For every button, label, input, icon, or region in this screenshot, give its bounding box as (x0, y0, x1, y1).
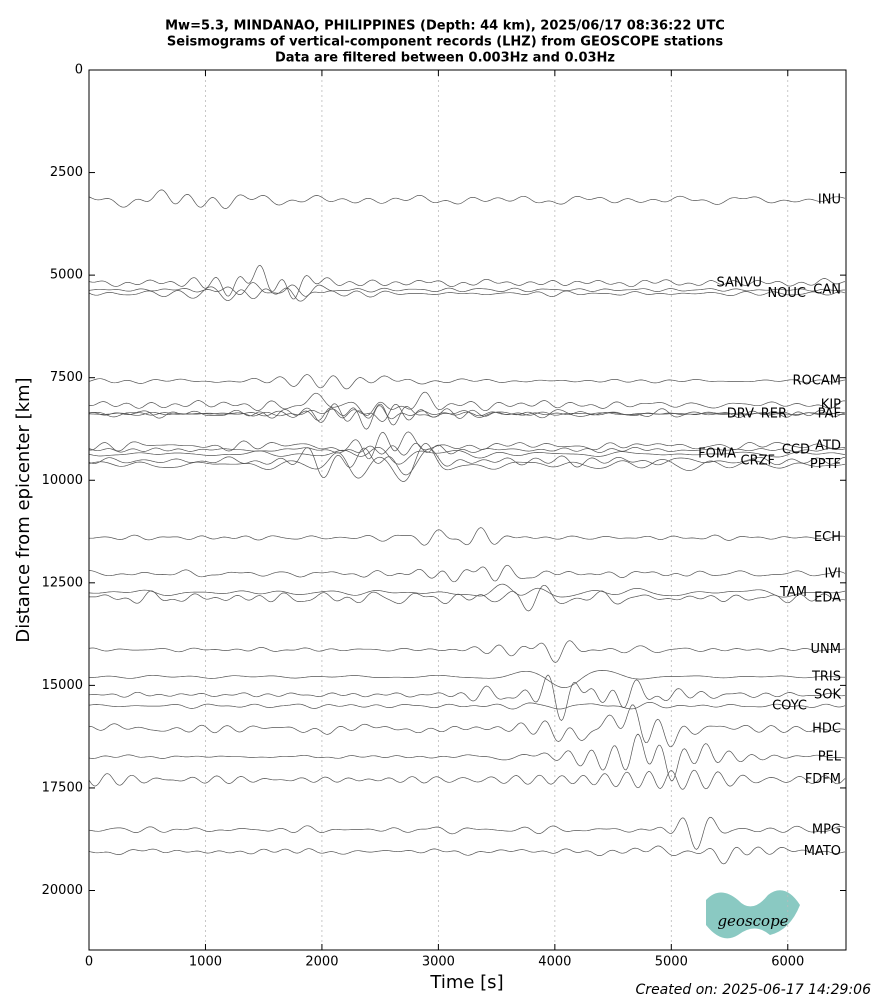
y-tick-label: 15000 (42, 678, 83, 693)
station-label: CCD (782, 442, 810, 457)
trace (88, 447, 846, 478)
trace (88, 845, 846, 865)
plot-area: 0 1000 2000 3000 4000 5000 6000 0 2500 5000 7500 10… (42, 63, 846, 970)
title-line: Data are filtered between 0.003Hz and 0.… (275, 51, 615, 66)
trace (88, 264, 846, 300)
station-label: MATO (804, 844, 841, 859)
trace (89, 704, 846, 748)
x-tick-label: 2000 (305, 955, 338, 970)
logo-text: geoscope (717, 912, 788, 930)
y-tick-label: 12500 (42, 575, 83, 590)
station-label: PPTF (810, 457, 841, 472)
station-label: PEL (818, 749, 842, 764)
station-label: NOUC (767, 286, 806, 301)
trace (88, 584, 846, 612)
station-label: HDC (812, 721, 841, 736)
logo: geoscope (706, 890, 800, 939)
trace (88, 391, 846, 416)
station-label: ECH (814, 530, 841, 545)
trace (88, 769, 846, 790)
station-label: SOK (814, 687, 841, 702)
y-tick-label: 0 (75, 63, 83, 78)
trace (88, 189, 846, 209)
title-line: Seismograms of vertical-component record… (167, 35, 723, 50)
station-label: CRZF (741, 453, 776, 468)
station-label: PAF (818, 406, 841, 421)
x-tick-label: 6000 (771, 955, 804, 970)
y-axis-label: Distance from epicenter [km] (13, 377, 34, 642)
y-tick-label: 20000 (42, 883, 83, 898)
y-tick-label: 17500 (42, 780, 83, 795)
station-label: RER (761, 406, 787, 421)
station-label: COYC (772, 698, 807, 713)
footer: Created on: 2025-06-17 14:29:06 (636, 982, 872, 998)
station-label: SANVU (716, 275, 762, 290)
trace (88, 640, 846, 663)
title-line: Mw=5.3, MINDANAO, PHILIPPINES (Depth: 44… (165, 19, 725, 34)
trace (88, 816, 846, 850)
trace (89, 564, 846, 583)
station-label: MPG (812, 822, 841, 837)
x-tick-label: 3000 (422, 955, 455, 970)
y-tick-label: 2500 (50, 165, 83, 180)
y-tick-label: 7500 (50, 370, 83, 385)
trace (88, 374, 846, 390)
station-label: IVI (824, 566, 841, 581)
trace (88, 446, 846, 465)
station-label: EDA (814, 591, 841, 606)
station-label: ATD (815, 438, 841, 453)
trace (88, 403, 846, 426)
station-label: FOMA (698, 447, 736, 462)
station-label: INU (818, 193, 841, 208)
trace (88, 733, 846, 782)
station-label: TRIS (811, 669, 841, 684)
trace (88, 431, 845, 460)
logo-shape (706, 890, 800, 939)
trace (89, 527, 846, 546)
x-tick-label: 0 (85, 955, 93, 970)
trace (88, 282, 845, 297)
trace (88, 442, 846, 456)
plot-frame (88, 69, 847, 951)
station-label: DRV (727, 406, 754, 421)
trace (88, 403, 846, 422)
station-label: TAM (779, 585, 807, 600)
y-tick-label: 5000 (50, 268, 83, 283)
x-tick-label: 5000 (655, 955, 688, 970)
station-label: CAN (813, 282, 841, 297)
trace (89, 670, 845, 688)
trace (88, 701, 846, 710)
station-label: UNM (811, 642, 841, 657)
trace (88, 583, 846, 598)
x-axis-label: Time [s] (429, 972, 503, 993)
trace (88, 443, 846, 482)
station-label: FDFM (805, 772, 841, 787)
x-tick-label: 1000 (189, 955, 222, 970)
x-tick-label: 4000 (538, 955, 571, 970)
station-label: KIP (821, 397, 841, 412)
trace (88, 286, 846, 302)
trace (88, 674, 846, 721)
station-label: ROCAM (793, 373, 841, 388)
y-tick-label: 10000 (42, 473, 83, 488)
